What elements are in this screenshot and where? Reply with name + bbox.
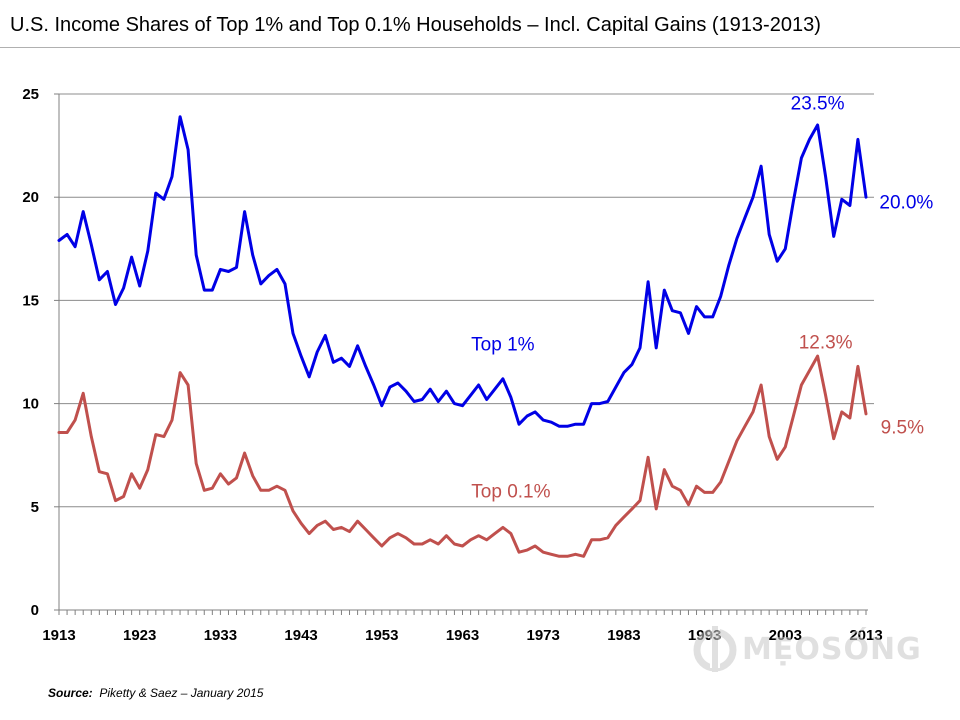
title-divider — [0, 47, 960, 48]
gridlines — [59, 93, 874, 508]
annotation-label: 23.5% — [791, 93, 845, 114]
x-tick-label: 2013 — [849, 627, 882, 644]
x-tick-label: 1983 — [607, 627, 640, 644]
series-lines — [57, 115, 868, 558]
annotation-label: Top 0.1% — [471, 481, 550, 502]
annotation-label: 12.3% — [799, 333, 853, 354]
x-tick-label: 1943 — [284, 627, 317, 644]
axes — [54, 93, 868, 615]
x-tick-label: 1933 — [204, 627, 237, 644]
x-tick-label: 1963 — [446, 627, 479, 644]
y-tick-labels: 0 5 10 15 20 25 — [22, 86, 39, 619]
watermark: MẸOSỐNG — [692, 624, 921, 680]
x-tick-label: 1913 — [42, 627, 75, 644]
series-line-top-0-1-percent — [57, 354, 868, 558]
x-tick-label: 1973 — [527, 627, 560, 644]
chart-title: U.S. Income Shares of Top 1% and Top 0.1… — [10, 14, 821, 36]
y-tick-label: 25 — [22, 86, 39, 103]
y-tick-label: 10 — [22, 396, 39, 413]
x-tick-label: 2003 — [769, 627, 802, 644]
annotation-label: Top 1% — [471, 335, 534, 356]
annotation-label: 9.5% — [881, 417, 924, 438]
annotation-label: 20.0% — [879, 192, 933, 213]
y-tick-label: 15 — [22, 292, 39, 309]
x-tick-label: 1923 — [123, 627, 156, 644]
y-tick-label: 0 — [31, 602, 39, 619]
x-tick-labels: 1913 1923 1933 1943 1953 1963 1973 1983 1993 2003… — [42, 627, 882, 644]
y-tick-label: 5 — [31, 499, 39, 516]
x-tick-label: 1953 — [365, 627, 398, 644]
watermark-text: MẸOSỐNG — [742, 632, 922, 667]
source-label: Source: — [48, 686, 93, 700]
series-line-top-1-percent — [57, 115, 868, 428]
watermark-logo-icon — [693, 626, 737, 672]
annotations: Top 1% Top 0.1% 23.5% 20.0% 12.3% 9.5% — [471, 93, 933, 502]
source-text: Piketty & Saez – January 2015 — [99, 686, 264, 700]
source-note: Source: Piketty & Saez – January 2015 — [48, 686, 263, 700]
y-tick-label: 20 — [22, 189, 39, 206]
